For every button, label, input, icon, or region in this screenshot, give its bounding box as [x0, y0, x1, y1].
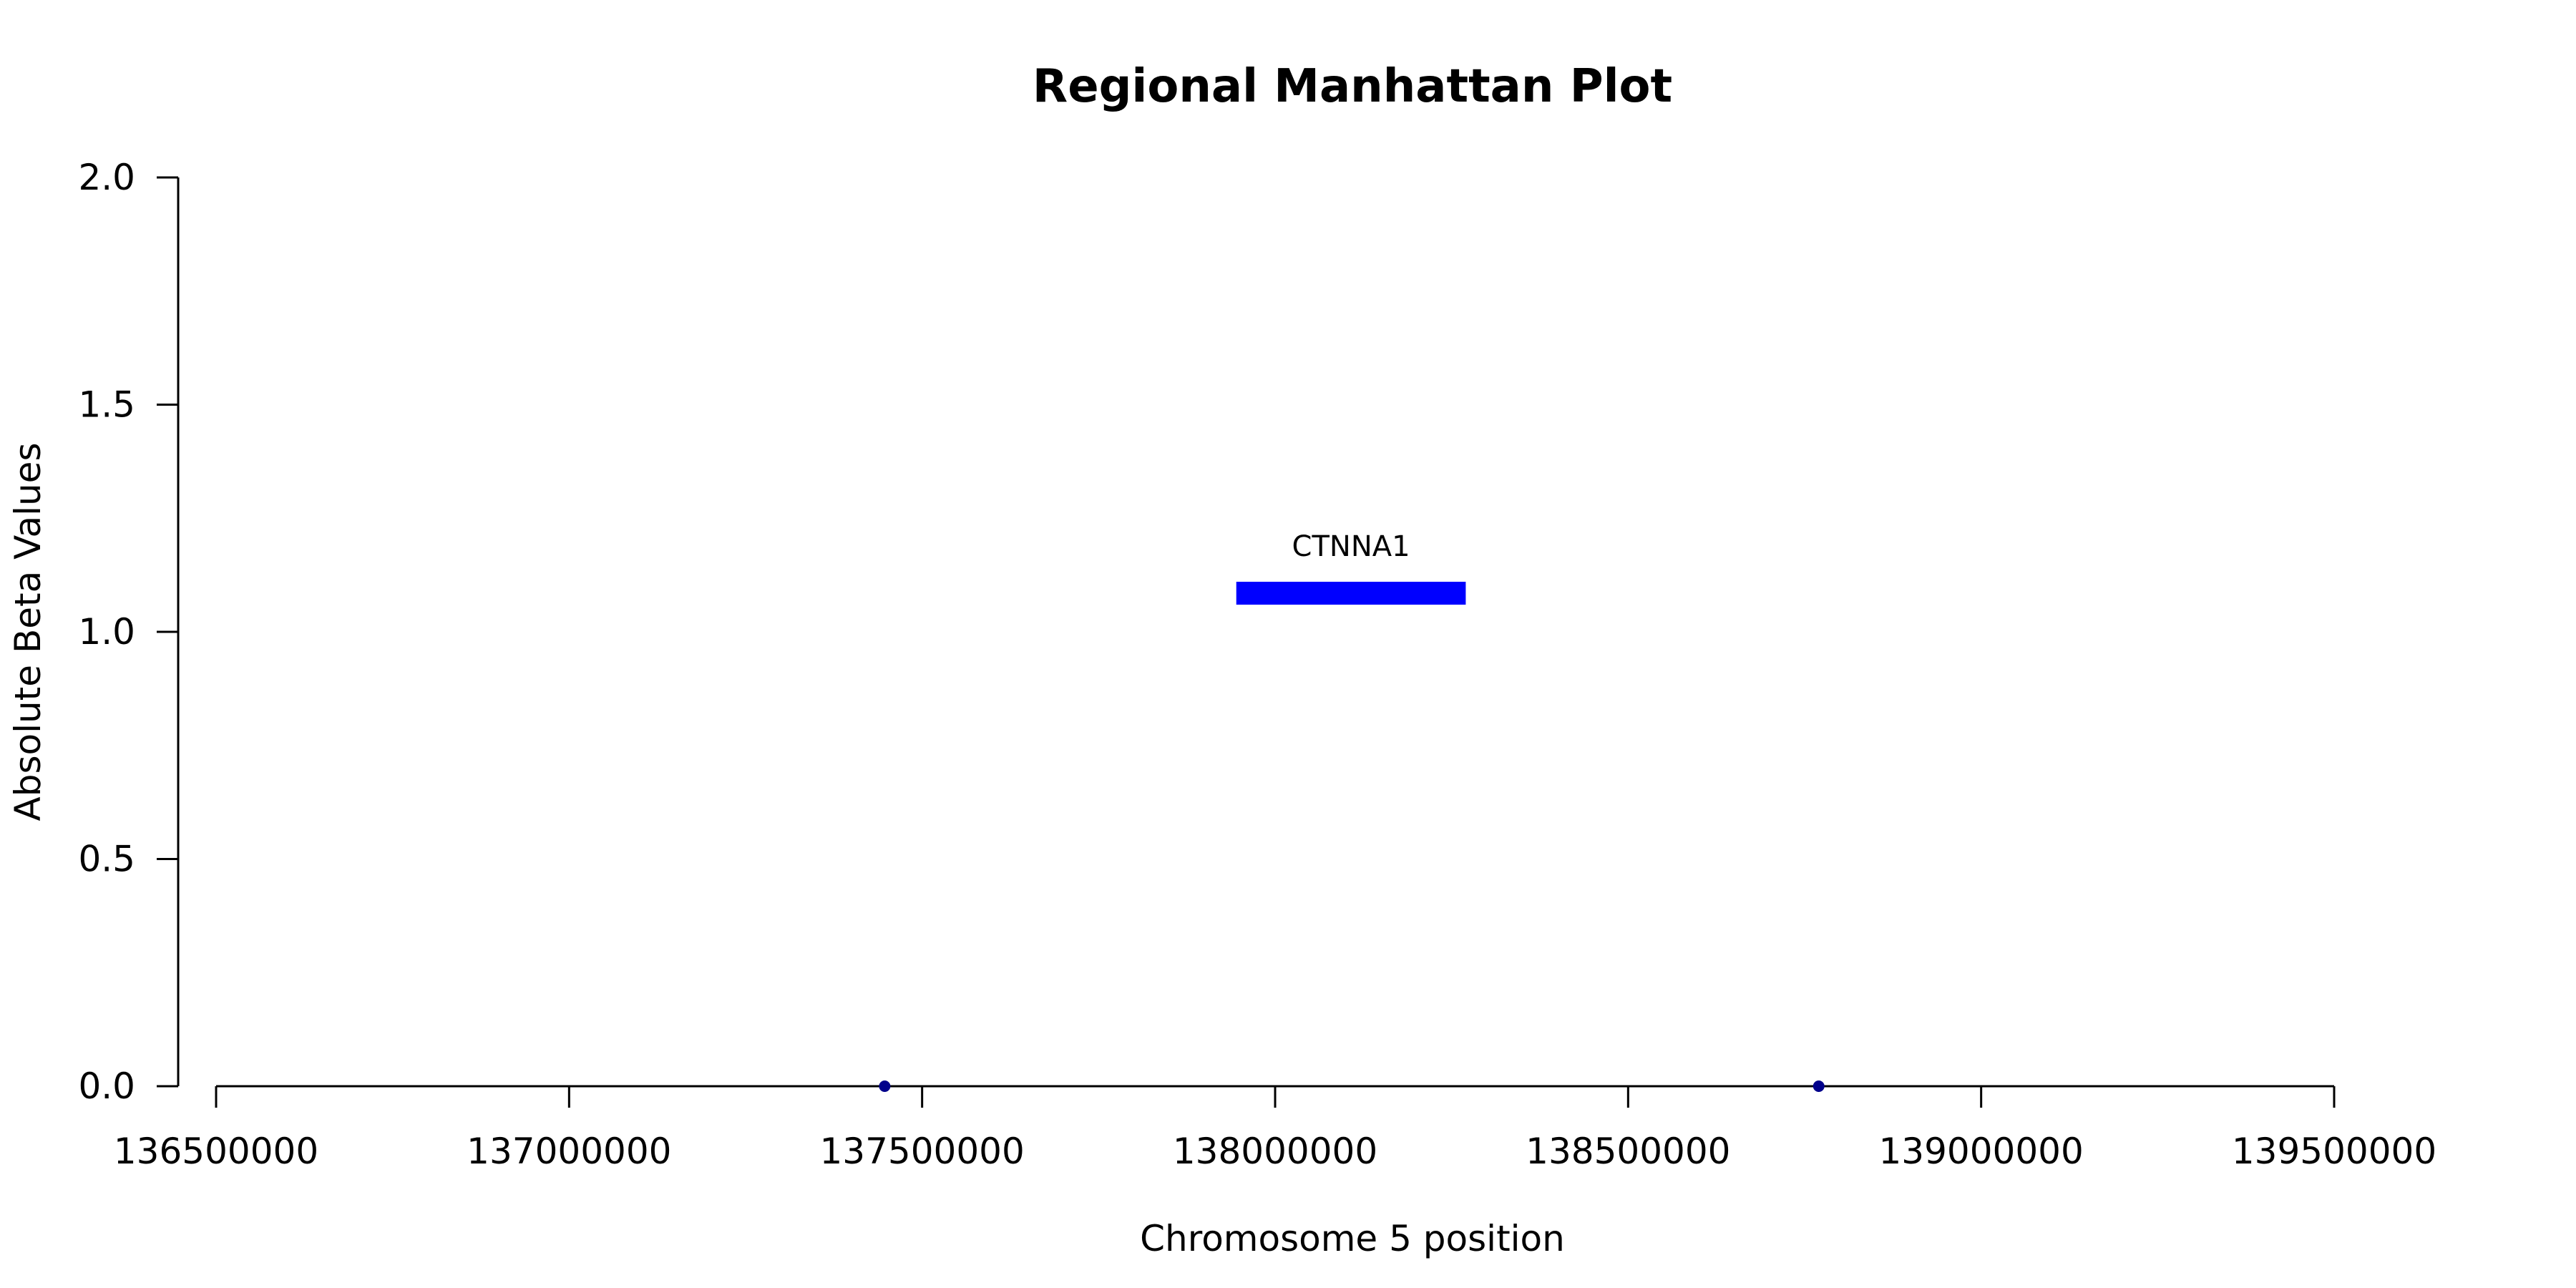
y-tick-label: 2.0 [78, 157, 135, 198]
x-tick-label: 139500000 [2232, 1131, 2436, 1172]
x-tick-label: 137500000 [820, 1131, 1025, 1172]
data-point [879, 1080, 891, 1092]
gene-annotations: CTNNA1 [1236, 530, 1466, 605]
y-axis: 0.0 0.5 1.0 1.5 2.0 [78, 157, 180, 1107]
y-tick-label: 1.5 [78, 384, 135, 426]
x-axis-label: Chromosome 5 position [1140, 1218, 1565, 1259]
x-tick-label: 137000000 [467, 1131, 671, 1172]
gene-label: CTNNA1 [1292, 530, 1410, 563]
x-tick-label: 138000000 [1173, 1131, 1377, 1172]
x-tick-label: 136500000 [114, 1131, 318, 1172]
chart-title: Regional Manhattan Plot [1033, 60, 1672, 113]
y-tick-label: 0.5 [78, 839, 135, 880]
y-tick-label: 0.0 [78, 1065, 135, 1107]
data-point [1813, 1080, 1825, 1092]
x-tick-label: 139000000 [1879, 1131, 2084, 1172]
y-tick-label: 1.0 [78, 611, 135, 653]
gene-bar [1236, 582, 1466, 605]
data-points [879, 1080, 1825, 1092]
x-axis: 136500000 137000000 137500000 138000000 1385… [114, 1085, 2436, 1172]
x-tick-label: 138500000 [1526, 1131, 1730, 1172]
y-axis-label: Absolute Beta Values [7, 443, 49, 821]
